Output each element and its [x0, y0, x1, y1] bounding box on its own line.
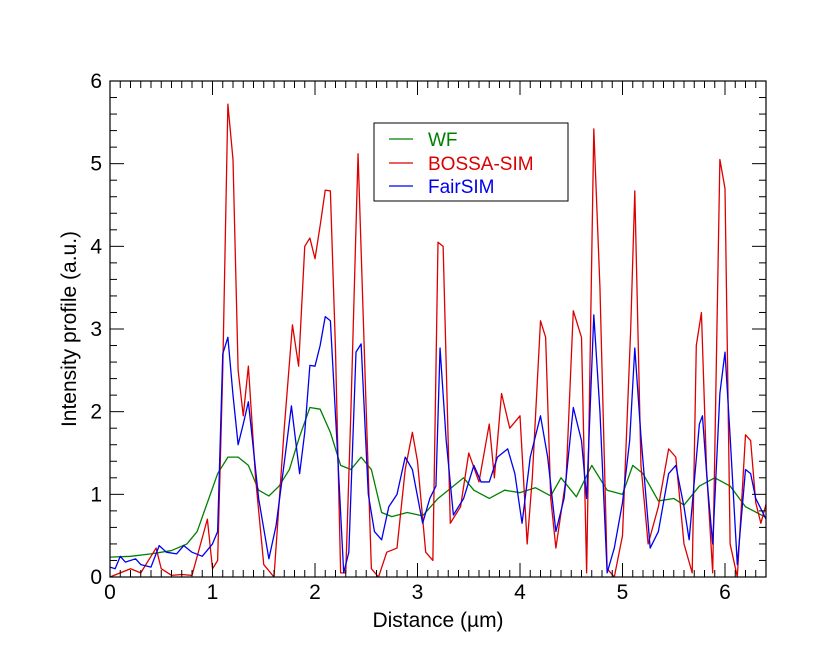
y-tick-label: 6 [90, 70, 102, 93]
x-tick-label: 4 [514, 581, 526, 604]
y-axis-title: Intensity profile (a.u.) [58, 231, 81, 427]
legend-box [373, 122, 569, 202]
x-tick-label: 0 [104, 581, 116, 604]
series-layer [110, 103, 766, 577]
y-tick-label: 0 [90, 566, 102, 589]
legend: WF BOSSA-SIM FairSIM [373, 122, 569, 202]
y-tick-label: 1 [90, 483, 102, 506]
legend-label-wf: WF [428, 130, 458, 151]
tick-labels: 0 1 2 3 4 5 6 0 1 2 3 4 5 6 [90, 70, 731, 604]
x-tick-label: 5 [617, 581, 629, 604]
x-tick-label: 1 [207, 581, 219, 604]
series-line-wf [110, 406, 766, 558]
x-tick-label: 2 [309, 581, 321, 604]
x-axis-title: Distance (µm) [372, 609, 503, 632]
y-tick-label: 2 [90, 401, 102, 424]
series-line-bossa-sim [110, 103, 766, 577]
series-line-fairsim [110, 314, 766, 574]
x-tick-label: 6 [719, 581, 731, 604]
y-tick-label: 5 [90, 153, 102, 176]
legend-label-bossa-sim: BOSSA-SIM [428, 154, 534, 175]
x-tick-label: 3 [412, 581, 424, 604]
axis-ticks [109, 80, 767, 578]
legend-label-fairsim: FairSIM [428, 177, 495, 198]
y-tick-label: 3 [90, 318, 102, 341]
y-tick-label: 4 [90, 235, 102, 258]
